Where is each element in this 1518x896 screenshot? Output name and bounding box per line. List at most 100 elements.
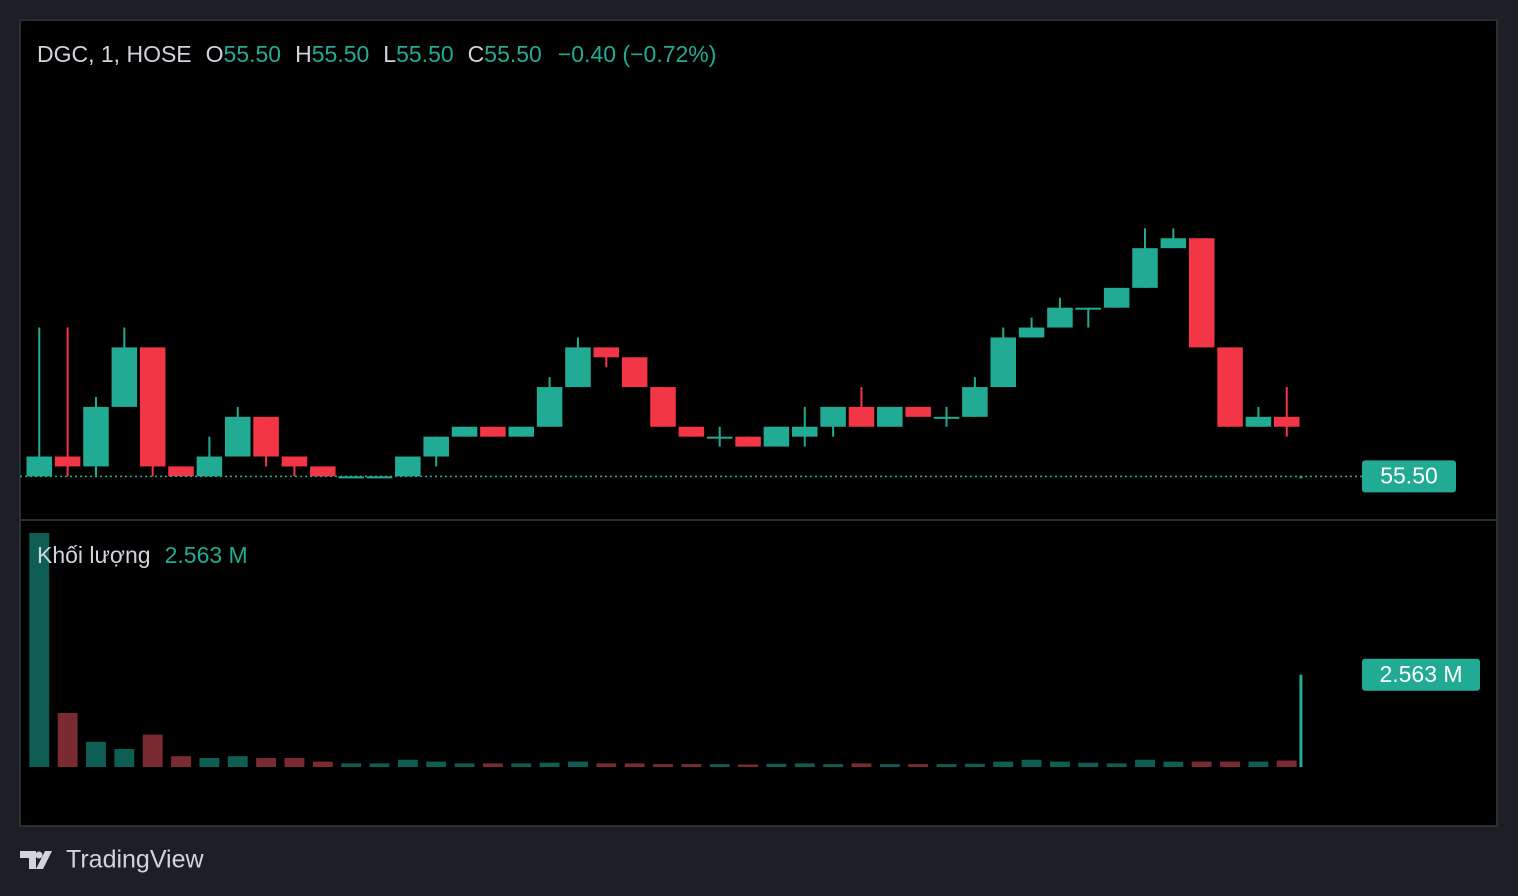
volume-bar bbox=[142, 734, 163, 767]
candle-body bbox=[253, 416, 279, 457]
candle-body bbox=[54, 456, 81, 467]
volume-badge-label: 2.563 M bbox=[1379, 661, 1462, 687]
legend-value: 55.50 bbox=[224, 41, 282, 67]
candle-body bbox=[678, 426, 705, 437]
volume-bar bbox=[568, 761, 588, 767]
candle-body bbox=[1188, 238, 1215, 348]
candle-body bbox=[366, 476, 393, 479]
candle-body bbox=[848, 406, 875, 427]
volume-bar bbox=[482, 763, 503, 767]
volume-bar bbox=[1135, 759, 1155, 767]
candle-body bbox=[423, 436, 449, 457]
brand-logo bbox=[20, 851, 52, 869]
volume-bar bbox=[964, 763, 985, 767]
volume-bar bbox=[624, 763, 645, 767]
candle-body bbox=[593, 347, 620, 358]
volume-bar bbox=[284, 757, 305, 767]
candle-body bbox=[395, 456, 421, 477]
candle-body bbox=[650, 387, 676, 427]
candle-body bbox=[139, 347, 166, 467]
volume-title: Khối lượng bbox=[37, 542, 151, 568]
candle-body bbox=[224, 416, 251, 457]
candle-body bbox=[168, 466, 194, 477]
candle-body bbox=[338, 476, 364, 479]
candle-body bbox=[1217, 347, 1243, 427]
volume-bar bbox=[454, 763, 475, 767]
volume-bar bbox=[1191, 761, 1212, 767]
volume-bar bbox=[1276, 760, 1297, 767]
volume-bar bbox=[1078, 762, 1099, 767]
volume-bar bbox=[341, 763, 362, 767]
volume-bar bbox=[539, 762, 560, 767]
candle-body bbox=[1018, 327, 1045, 338]
volume-bar bbox=[312, 761, 333, 767]
brand: TradingView bbox=[20, 846, 205, 874]
candle-body bbox=[565, 347, 591, 388]
volume-bar bbox=[86, 741, 106, 767]
volume-bar bbox=[369, 763, 390, 767]
candle-body bbox=[962, 387, 988, 417]
volume-bar bbox=[1021, 759, 1042, 767]
candle-body bbox=[905, 406, 931, 417]
volume-bar bbox=[114, 748, 135, 767]
brand-logo-dot bbox=[35, 851, 43, 859]
candle-body bbox=[1160, 238, 1187, 249]
candle-body bbox=[281, 456, 308, 467]
volume-bar bbox=[426, 761, 447, 767]
volume-last: 2.563 M bbox=[165, 542, 248, 568]
price-badge-label: 55.50 bbox=[1380, 462, 1438, 488]
price-badge bbox=[1362, 460, 1456, 493]
volume-bar bbox=[1163, 761, 1184, 767]
legend-value: 55.50 bbox=[396, 41, 454, 67]
volume-bar bbox=[794, 763, 815, 767]
volume-badge bbox=[1362, 658, 1480, 691]
candle-body bbox=[621, 357, 648, 388]
volume-bar bbox=[936, 764, 957, 767]
candle-body bbox=[990, 337, 1016, 388]
candle-body bbox=[83, 406, 109, 467]
volume-bar bbox=[29, 532, 50, 767]
volume-bar bbox=[851, 763, 872, 767]
candle-body bbox=[1245, 416, 1272, 427]
volume-bar bbox=[511, 763, 532, 767]
candle-body bbox=[820, 406, 846, 427]
candle-body bbox=[480, 426, 506, 437]
candle-body bbox=[706, 436, 733, 439]
candle-body bbox=[310, 466, 336, 477]
legend-key: L bbox=[383, 41, 396, 67]
candle-body bbox=[196, 456, 223, 477]
volume-bar bbox=[596, 763, 617, 767]
legend-key: O bbox=[206, 41, 224, 67]
volume-bar bbox=[681, 764, 702, 767]
legend-value: 55.50 bbox=[312, 41, 370, 67]
volume-bar bbox=[256, 757, 277, 767]
candle-body bbox=[1047, 307, 1073, 328]
volume-bar bbox=[57, 712, 78, 767]
volume-bar bbox=[879, 764, 900, 767]
candle-body bbox=[735, 436, 761, 447]
volume-bar bbox=[738, 764, 758, 767]
candle-body bbox=[763, 426, 790, 447]
candle-body bbox=[451, 426, 478, 437]
legend-value: 55.50 bbox=[484, 41, 542, 67]
volume-bar bbox=[653, 764, 673, 767]
volume-bar bbox=[1299, 674, 1303, 767]
volume-bar bbox=[993, 761, 1014, 767]
volume-bar bbox=[908, 764, 929, 767]
volume-bar bbox=[766, 763, 787, 767]
candle-body bbox=[1103, 287, 1130, 308]
volume-bar bbox=[199, 757, 220, 767]
legend-key: C bbox=[468, 41, 485, 67]
volume-bar bbox=[227, 756, 248, 767]
volume-bar bbox=[709, 764, 730, 767]
candle-body bbox=[111, 347, 138, 407]
volume-bar bbox=[1106, 763, 1127, 767]
candle-body bbox=[26, 456, 53, 477]
candle-body bbox=[1132, 248, 1158, 288]
candle-body bbox=[536, 387, 563, 427]
legend-key: H bbox=[295, 41, 312, 67]
volume-bar bbox=[823, 764, 844, 767]
volume-bar bbox=[171, 756, 191, 767]
volume-bar bbox=[1220, 761, 1240, 767]
